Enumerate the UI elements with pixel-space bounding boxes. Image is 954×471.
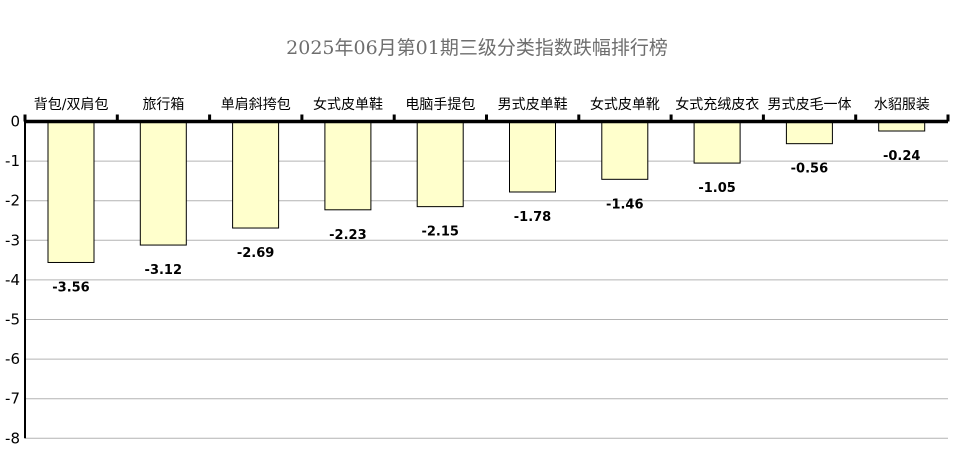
chart-title: 2025年06月第01期三级分类指数跌幅排行榜	[286, 37, 668, 59]
bar	[416, 121, 464, 208]
data-label: -1.05	[698, 181, 735, 196]
bar	[232, 121, 280, 229]
y-tick-label: -4	[5, 271, 20, 289]
category-label: 女式皮单鞋	[313, 96, 383, 113]
bar	[601, 121, 649, 180]
bar	[324, 121, 372, 211]
category-label: 旅行箱	[142, 97, 184, 113]
data-label: -0.24	[883, 149, 920, 164]
y-tick-label: -8	[5, 429, 20, 447]
data-label: -2.15	[421, 225, 458, 240]
data-label: -0.56	[791, 162, 828, 177]
y-tick-label: -7	[5, 390, 20, 408]
category-label: 男式皮单鞋	[498, 97, 568, 113]
data-label: -3.56	[52, 280, 89, 295]
y-tick-label: -2	[5, 192, 20, 210]
bar	[47, 121, 95, 263]
data-label: -2.69	[237, 246, 274, 261]
y-tick-label: -6	[5, 350, 20, 368]
category-label: 背包/双肩包	[34, 97, 109, 113]
bar	[693, 121, 741, 164]
data-label: -3.12	[145, 263, 182, 278]
category-label: 单肩斜挎包	[221, 97, 291, 113]
category-label: 女式充绒皮衣	[675, 96, 759, 113]
y-tick-label: 0	[10, 113, 20, 131]
category-label: 女式皮单靴	[590, 96, 660, 113]
bar	[509, 121, 556, 193]
y-tick-label: -3	[5, 231, 20, 249]
y-tick-label: -1	[5, 152, 20, 170]
data-label: -2.23	[329, 228, 366, 243]
data-label: -1.46	[606, 197, 643, 212]
bar	[785, 121, 833, 145]
bar	[139, 121, 187, 246]
y-tick-label: -5	[5, 311, 20, 329]
category-label: 水貂服装	[874, 97, 930, 113]
category-label: 男式皮毛一体	[768, 97, 852, 113]
category-label: 电脑手提包	[405, 97, 475, 113]
data-label: -1.78	[514, 210, 551, 225]
